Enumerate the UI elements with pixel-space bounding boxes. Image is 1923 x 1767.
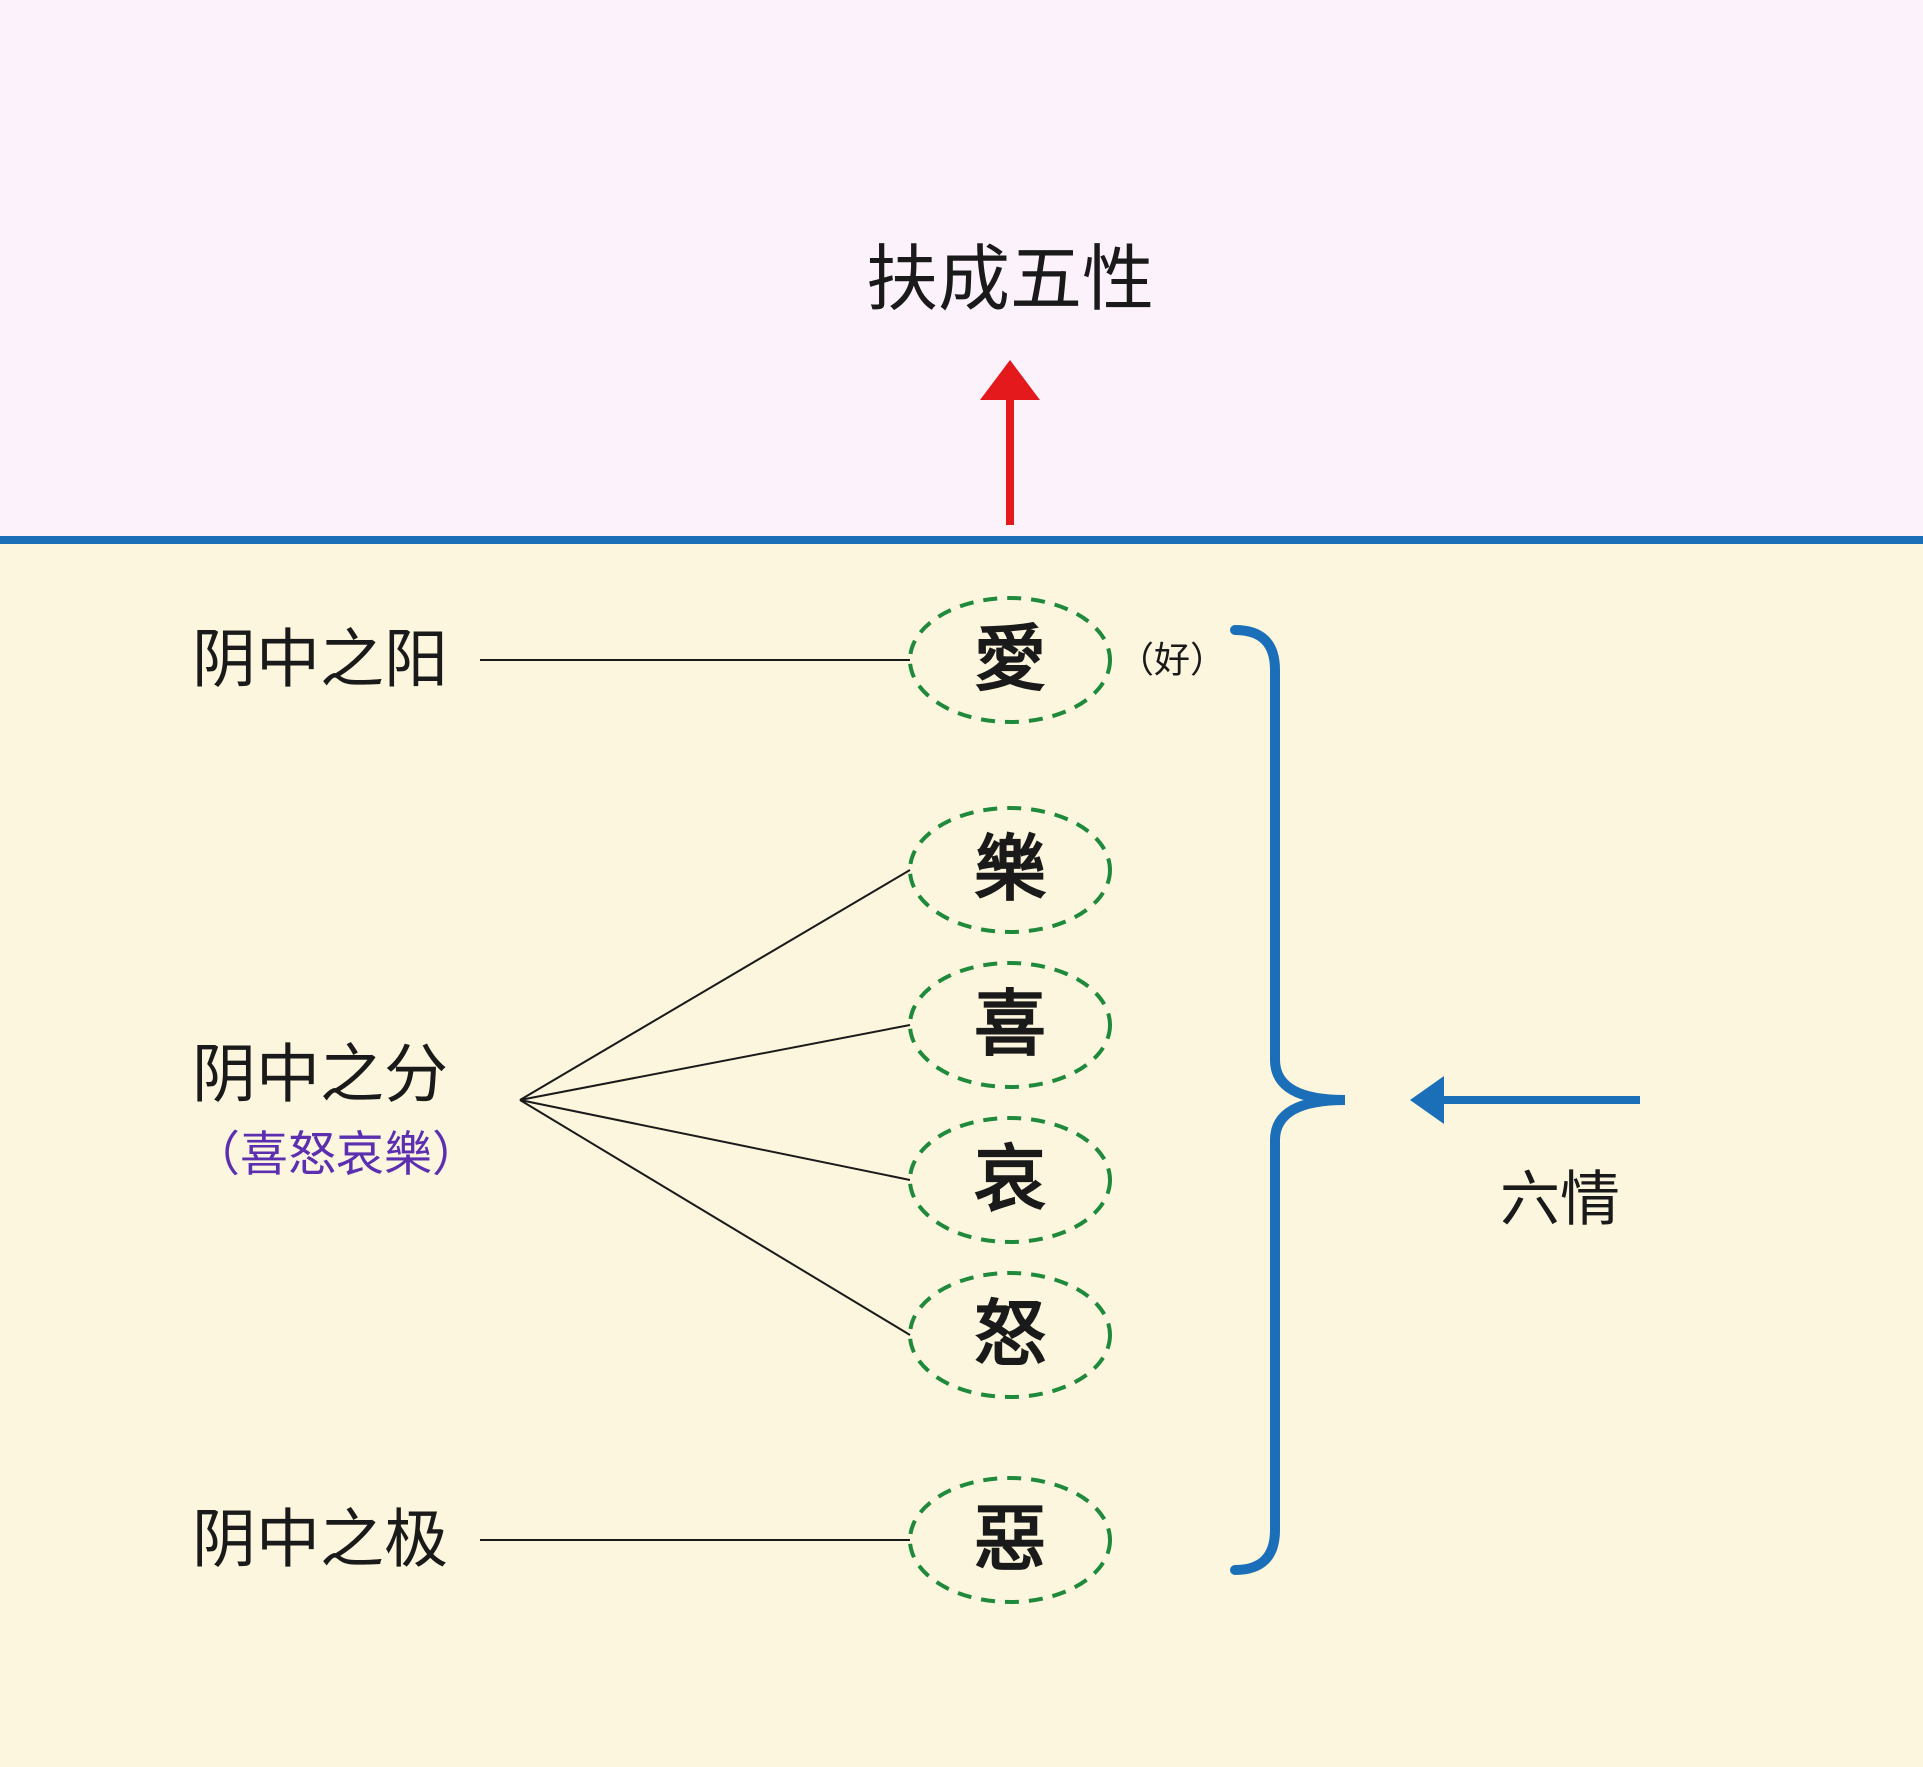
left-label-yang: 阴中之阳 xyxy=(192,625,448,696)
node-char-ai2: 哀 xyxy=(974,1140,1046,1220)
top-label: 扶成五性 xyxy=(866,240,1154,320)
left-label-ji: 阴中之极 xyxy=(192,1505,448,1576)
node-char-e: 惡 xyxy=(974,1500,1046,1580)
left-label-fen: 阴中之分 xyxy=(192,1040,448,1111)
node-char-nu: 怒 xyxy=(974,1295,1046,1375)
right-label: 六情 xyxy=(1500,1167,1620,1233)
node-sub-ai: （好） xyxy=(1118,640,1226,680)
left-label-sub-fen: （喜怒哀樂） xyxy=(192,1129,480,1182)
node-char-le: 樂 xyxy=(974,830,1047,910)
node-char-xi: 喜 xyxy=(974,985,1046,1065)
node-char-ai: 愛 xyxy=(974,620,1046,700)
